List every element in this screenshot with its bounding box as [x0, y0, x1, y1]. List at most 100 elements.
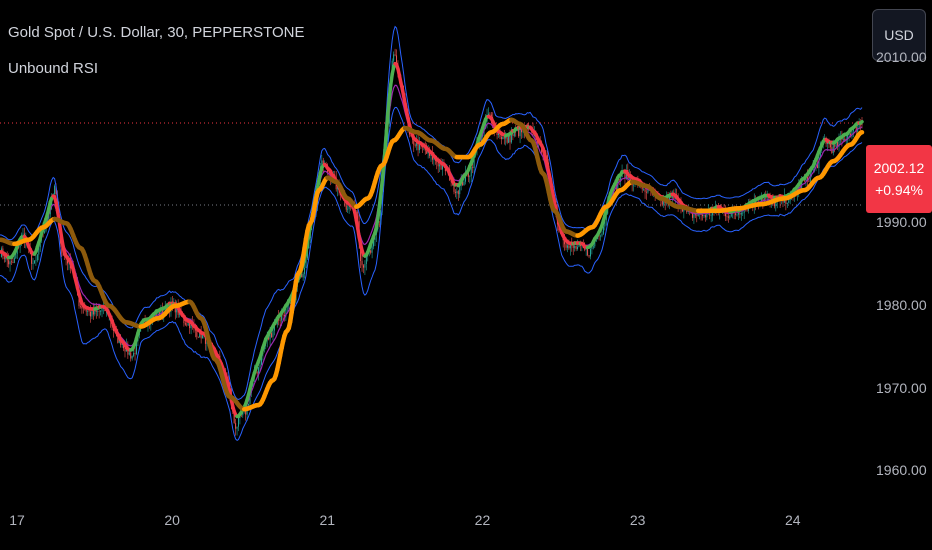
candle-body: [157, 312, 159, 315]
candle-body: [568, 245, 570, 249]
candle-body: [505, 137, 507, 139]
candle-body: [88, 311, 90, 312]
candle-body: [272, 330, 274, 338]
candle-body: [760, 199, 762, 202]
candle-body: [737, 213, 739, 215]
candle-body: [38, 247, 40, 255]
candle-body: [571, 244, 573, 246]
candle-body: [161, 309, 163, 315]
indicator-title[interactable]: Unbound RSI: [8, 60, 99, 77]
candle-body: [589, 248, 591, 257]
candle-body: [564, 240, 566, 245]
candle-body: [92, 310, 94, 315]
fast-line-segment: [377, 192, 383, 209]
candle-body: [98, 311, 100, 312]
candle-body: [462, 180, 464, 186]
candle-body: [459, 185, 461, 195]
candle-body: [766, 197, 768, 199]
candle-body: [834, 145, 836, 147]
candle-body: [31, 252, 33, 264]
candle-body: [245, 409, 247, 415]
candle-body: [186, 324, 188, 326]
candle-body: [643, 189, 645, 190]
candle-body: [729, 216, 731, 218]
candle-body: [133, 353, 135, 356]
candle-body: [500, 136, 502, 140]
last-price-value: 2002.12: [873, 160, 925, 176]
candle-body: [22, 233, 24, 235]
candle-body: [362, 265, 364, 268]
candle-body: [594, 241, 596, 247]
candle-body: [413, 138, 415, 145]
candle-body: [271, 333, 273, 338]
candle-body: [454, 191, 456, 193]
candle-body: [519, 128, 521, 137]
candle-body: [135, 340, 137, 354]
price-tick-label: 2010.00: [876, 48, 927, 65]
candle-body: [302, 273, 304, 278]
candle-body: [90, 311, 92, 317]
candle-body: [704, 214, 706, 218]
candle-body: [81, 306, 83, 309]
candle-body: [592, 246, 594, 248]
price-tick-label: 1960.00: [876, 462, 927, 479]
candle-body: [128, 352, 130, 355]
candle-body: [518, 129, 520, 137]
candle-body: [427, 151, 429, 154]
candle-body: [373, 240, 375, 247]
candle-body: [36, 254, 38, 261]
candle-body: [838, 140, 840, 147]
fast-line-segment: [383, 129, 389, 152]
candle-body: [97, 311, 99, 312]
candle-body: [78, 295, 80, 307]
candle-body: [726, 216, 728, 217]
time-tick-label: 17: [9, 512, 25, 528]
candle-body: [91, 310, 93, 317]
candle-body: [513, 130, 515, 136]
candle-body: [566, 245, 568, 248]
candle-body: [371, 246, 373, 253]
candle-body: [706, 212, 708, 218]
candle-body: [512, 134, 514, 136]
candle-body: [739, 213, 741, 215]
candle-body: [506, 137, 508, 143]
candle-body: [260, 353, 262, 365]
currency-button[interactable]: USD: [872, 9, 926, 61]
candle-body: [18, 246, 20, 248]
candle-body: [361, 261, 363, 266]
candle-body: [456, 191, 458, 193]
candle-body: [775, 201, 777, 207]
candle-body: [82, 308, 84, 309]
candle-body: [851, 131, 853, 137]
candle-body: [470, 167, 472, 176]
candle-body: [84, 308, 86, 310]
candle-body: [773, 200, 775, 207]
candle-body: [360, 242, 362, 262]
symbol-title[interactable]: Gold Spot / U.S. Dollar, 30, PEPPERSTONE: [8, 24, 305, 41]
fast-line-segment: [858, 119, 864, 125]
candle-body: [285, 307, 287, 317]
candle-body: [281, 314, 283, 321]
candle-body: [499, 132, 501, 137]
time-tick-label: 23: [629, 512, 646, 528]
candle-body: [671, 195, 673, 198]
candle-body: [189, 322, 191, 329]
candle-body: [727, 216, 729, 218]
candle-body: [134, 353, 136, 354]
candle-body: [683, 208, 685, 212]
candle-body: [670, 196, 672, 198]
candle-body: [100, 311, 102, 313]
candle-body: [381, 186, 383, 213]
candle-body: [62, 253, 64, 256]
candle-body: [414, 144, 416, 146]
candle-body: [855, 125, 857, 132]
price-tick-label: 1980.00: [876, 296, 927, 313]
candle-body: [202, 333, 204, 339]
candle-body: [440, 164, 442, 170]
candle-body: [197, 336, 199, 338]
candle-body: [712, 211, 714, 216]
candle-body: [601, 233, 603, 236]
candle-body: [697, 214, 699, 217]
candle-body: [233, 411, 235, 424]
